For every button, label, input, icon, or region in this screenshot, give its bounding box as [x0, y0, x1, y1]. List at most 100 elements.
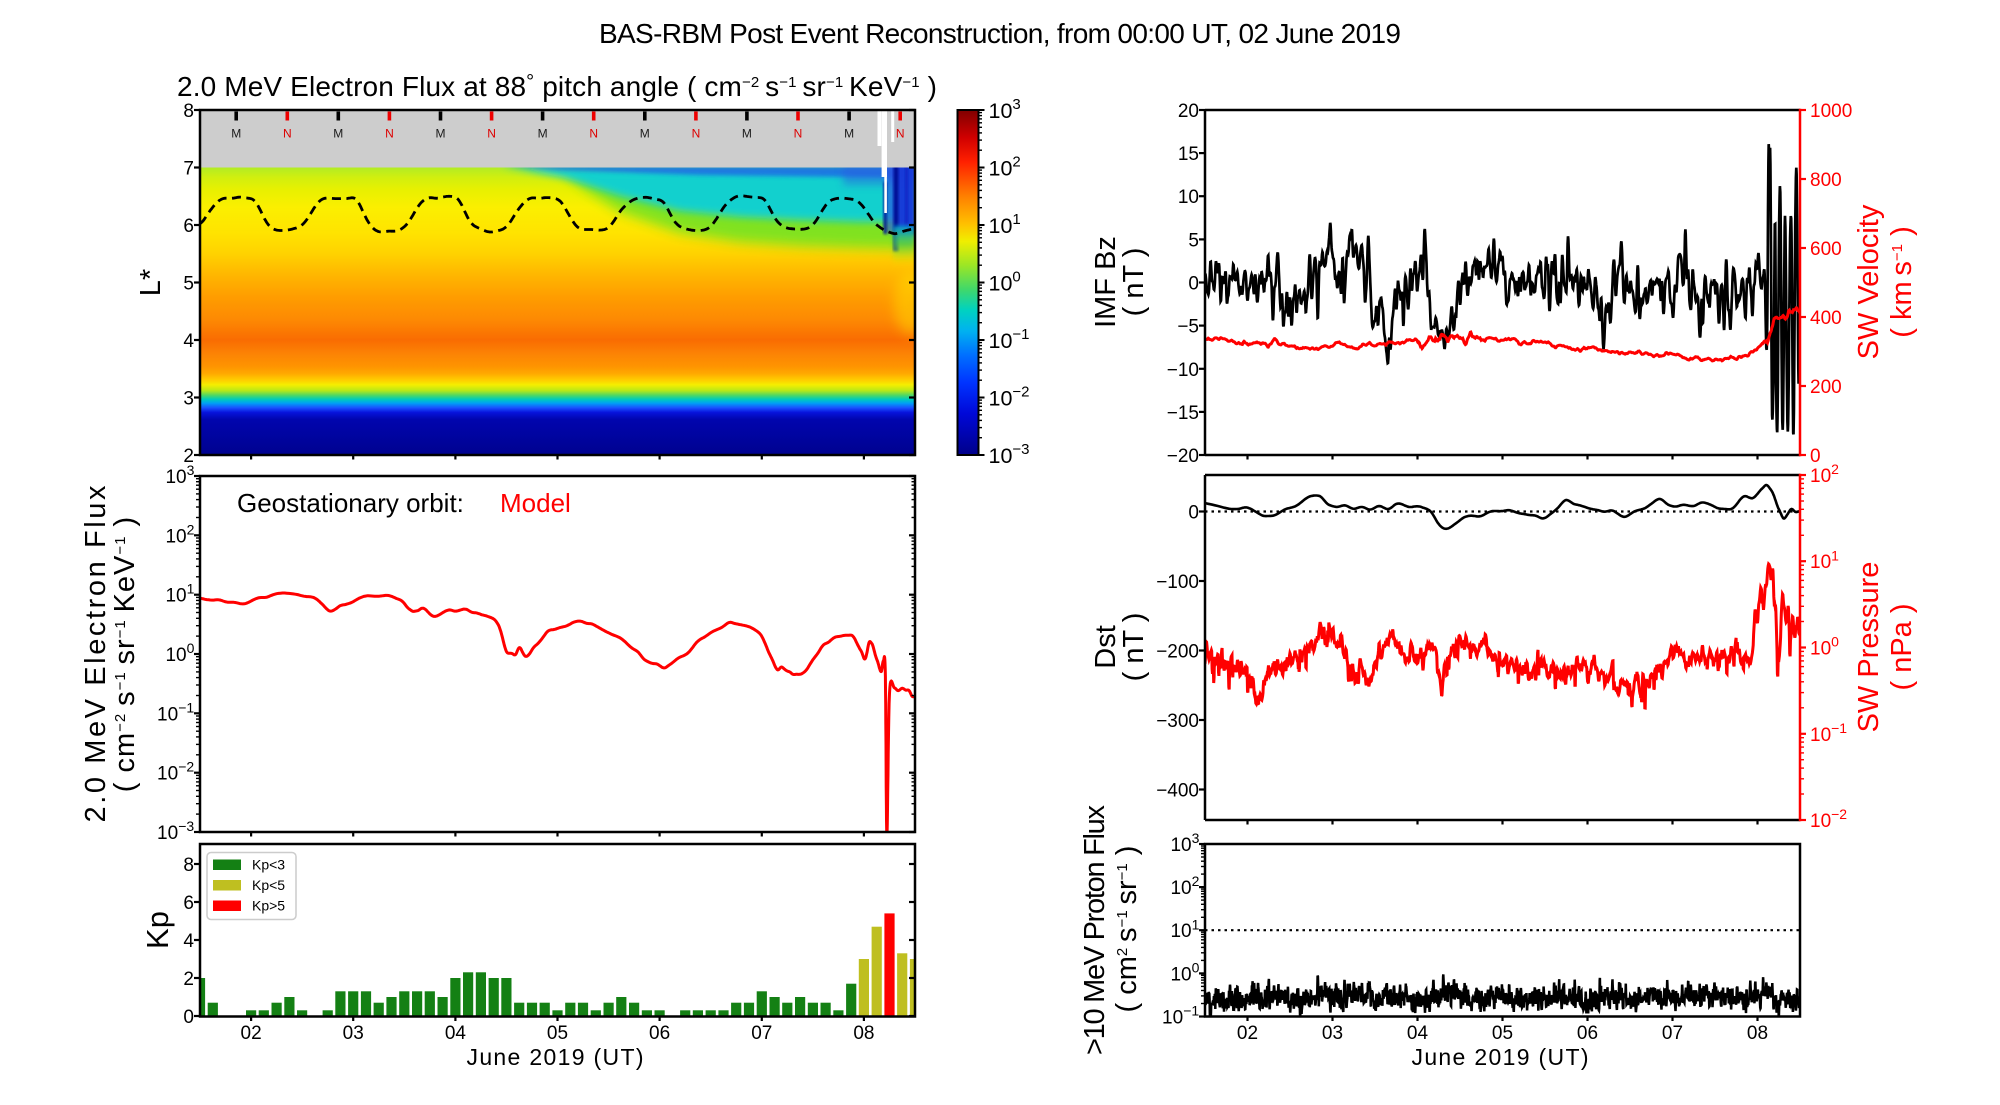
svg-text:0: 0: [187, 640, 195, 656]
svg-text:06: 06: [649, 1023, 670, 1044]
svg-text:−200: −200: [1156, 642, 1199, 663]
svg-text:0: 0: [1192, 959, 1200, 975]
svg-text:−10: −10: [1167, 360, 1199, 381]
svg-text:10: 10: [165, 645, 186, 666]
svg-text:5: 5: [1188, 230, 1199, 251]
svg-text:1: 1: [1012, 211, 1020, 228]
svg-text:Kp: Kp: [140, 911, 175, 949]
svg-text:M: M: [742, 127, 752, 141]
svg-text:6: 6: [183, 893, 194, 914]
svg-text:04: 04: [1407, 1023, 1429, 1044]
svg-text:Dst: Dst: [1090, 625, 1122, 669]
svg-text:10: 10: [1162, 1008, 1183, 1029]
svg-text:10: 10: [157, 704, 178, 725]
svg-text:IMF Bz: IMF Bz: [1090, 236, 1122, 328]
svg-text:M: M: [640, 127, 650, 141]
svg-text:1: 1: [1192, 916, 1200, 932]
svg-text:10: 10: [1170, 835, 1191, 856]
svg-text:10: 10: [989, 99, 1013, 123]
svg-text:N: N: [794, 127, 803, 141]
svg-text:( nPa ): ( nPa ): [1886, 603, 1918, 690]
svg-text:10: 10: [989, 214, 1013, 238]
svg-text:N: N: [589, 127, 598, 141]
svg-text:10: 10: [1810, 639, 1831, 660]
svg-text:07: 07: [1662, 1023, 1683, 1044]
svg-text:( cm−2 s−1 sr−1 KeV−1 ): ( cm−2 s−1 sr−1 KeV−1 ): [109, 516, 141, 792]
svg-text:Model: Model: [500, 488, 571, 518]
svg-text:2.0 MeV Electron Flux at 88° p: 2.0 MeV Electron Flux at 88° pitch angle…: [177, 71, 937, 102]
svg-text:10: 10: [1170, 921, 1191, 942]
svg-text:N: N: [385, 127, 394, 141]
svg-text:800: 800: [1810, 170, 1842, 191]
svg-text:N: N: [692, 127, 701, 141]
svg-text:05: 05: [547, 1023, 568, 1044]
svg-text:−5: −5: [1177, 317, 1199, 338]
svg-text:−15: −15: [1167, 403, 1199, 424]
svg-text:2: 2: [1831, 461, 1839, 477]
svg-text:0: 0: [183, 1007, 194, 1028]
svg-text:June 2019 (UT): June 2019 (UT): [467, 1044, 644, 1070]
svg-text:Geostationary orbit:: Geostationary orbit:: [237, 488, 464, 518]
svg-text:June 2019 (UT): June 2019 (UT): [1412, 1044, 1589, 1070]
svg-text:( nT ): ( nT ): [1118, 613, 1150, 682]
svg-text:200: 200: [1810, 377, 1842, 398]
svg-text:03: 03: [343, 1023, 364, 1044]
svg-text:10: 10: [1178, 187, 1199, 208]
svg-text:10: 10: [989, 272, 1013, 296]
svg-text:SW Pressure: SW Pressure: [1853, 562, 1885, 733]
svg-text:08: 08: [853, 1023, 874, 1044]
svg-text:10: 10: [1810, 466, 1831, 487]
svg-text:03: 03: [1322, 1023, 1343, 1044]
svg-text:4: 4: [183, 931, 194, 952]
svg-text:−2: −2: [178, 759, 194, 775]
svg-text:10: 10: [989, 387, 1013, 411]
svg-text:0: 0: [1188, 274, 1199, 295]
svg-text:−1: −1: [1012, 326, 1029, 343]
svg-text:−20: −20: [1167, 446, 1199, 467]
svg-text:10: 10: [1810, 552, 1831, 573]
svg-text:M: M: [538, 127, 548, 141]
svg-text:10: 10: [989, 444, 1013, 468]
svg-text:Kp>5: Kp>5: [252, 898, 285, 914]
svg-text:04: 04: [445, 1023, 467, 1044]
svg-text:10: 10: [157, 764, 178, 785]
svg-text:10: 10: [989, 329, 1013, 353]
svg-text:0: 0: [1188, 503, 1199, 524]
svg-text:10: 10: [165, 526, 186, 547]
svg-text:400: 400: [1810, 308, 1842, 329]
svg-text:3: 3: [1192, 830, 1200, 846]
svg-text:( km s−1 ): ( km s−1 ): [1886, 226, 1918, 338]
svg-text:06: 06: [1577, 1023, 1598, 1044]
svg-text:−400: −400: [1156, 781, 1199, 802]
svg-text:10: 10: [989, 157, 1013, 181]
svg-text:M: M: [436, 127, 446, 141]
svg-text:05: 05: [1492, 1023, 1513, 1044]
svg-text:10: 10: [1170, 964, 1191, 985]
svg-text:2: 2: [1012, 154, 1020, 171]
svg-text:−1: −1: [1183, 1003, 1199, 1019]
svg-text:N: N: [283, 127, 292, 141]
svg-text:2: 2: [1192, 873, 1200, 889]
svg-text:Kp<3: Kp<3: [252, 857, 285, 873]
svg-text:>10 MeV Proton Flux: >10 MeV Proton Flux: [1079, 805, 1111, 1056]
svg-text:7: 7: [183, 159, 194, 180]
svg-text:4: 4: [183, 331, 194, 352]
svg-text:−1: −1: [1831, 720, 1847, 736]
svg-text:M: M: [844, 127, 854, 141]
svg-text:M: M: [333, 127, 343, 141]
svg-text:( nT ): ( nT ): [1118, 248, 1150, 317]
svg-text:−100: −100: [1156, 572, 1199, 593]
svg-text:M: M: [231, 127, 241, 141]
svg-text:02: 02: [241, 1023, 262, 1044]
svg-text:10: 10: [1810, 811, 1831, 832]
svg-text:SW Velocity: SW Velocity: [1853, 204, 1885, 359]
svg-text:1: 1: [187, 581, 195, 597]
svg-text:2: 2: [183, 969, 194, 990]
svg-text:2.0 MeV Electron Flux: 2.0 MeV Electron Flux: [80, 485, 112, 823]
svg-text:−1: −1: [178, 699, 194, 715]
svg-text:3: 3: [183, 389, 194, 410]
svg-text:0: 0: [1831, 634, 1839, 650]
svg-text:−3: −3: [178, 818, 194, 834]
svg-text:N: N: [487, 127, 496, 141]
svg-text:6: 6: [183, 216, 194, 237]
